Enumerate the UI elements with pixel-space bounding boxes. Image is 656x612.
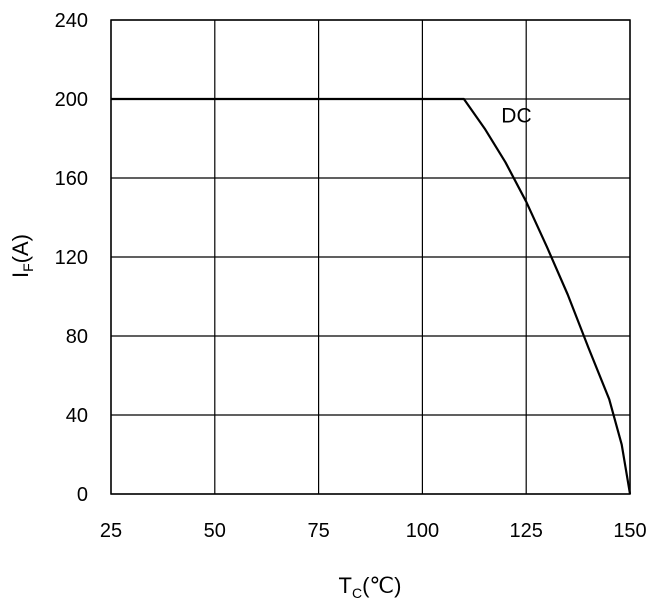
y-tick-label-2: 80 — [66, 326, 88, 348]
y-axis-label-unit: (A) — [8, 234, 33, 263]
x-tick-label-5: 150 — [613, 520, 646, 542]
x-tick-label-1: 50 — [204, 520, 226, 542]
y-tick-label-0: 0 — [77, 484, 88, 506]
x-axis-label-unit: (℃) — [362, 573, 401, 598]
y-tick-labels: 0 40 80 120 160 200 240 — [55, 10, 88, 506]
x-tick-labels: 25 50 75 100 125 150 — [100, 520, 647, 542]
annotations: DC — [501, 105, 531, 128]
plot-frame — [110, 19, 631, 495]
x-tick-label-4: 125 — [510, 520, 543, 542]
y-tick-label-1: 40 — [66, 405, 88, 427]
x-tick-label-0: 25 — [100, 520, 122, 542]
y-tick-label-5: 200 — [55, 89, 88, 111]
series-layer — [111, 97, 632, 495]
y-tick-label-4: 160 — [55, 168, 88, 190]
x-axis-label-main: T — [339, 573, 352, 598]
x-tick-label-2: 75 — [307, 520, 329, 542]
y-axis-label-sub: F — [20, 263, 36, 272]
y-axis-label-main: I — [8, 272, 33, 278]
x-axis-label: TC(℃) — [339, 573, 402, 601]
y-tick-label-6: 240 — [55, 10, 88, 32]
y-tick-label-3: 120 — [55, 247, 88, 269]
x-tick-label-3: 100 — [406, 520, 439, 542]
series-line-0 — [111, 97, 632, 495]
x-axis-label-sub: C — [352, 585, 362, 601]
series-annotation-0: DC — [501, 105, 531, 128]
y-axis-label: IF(A) — [8, 234, 36, 278]
